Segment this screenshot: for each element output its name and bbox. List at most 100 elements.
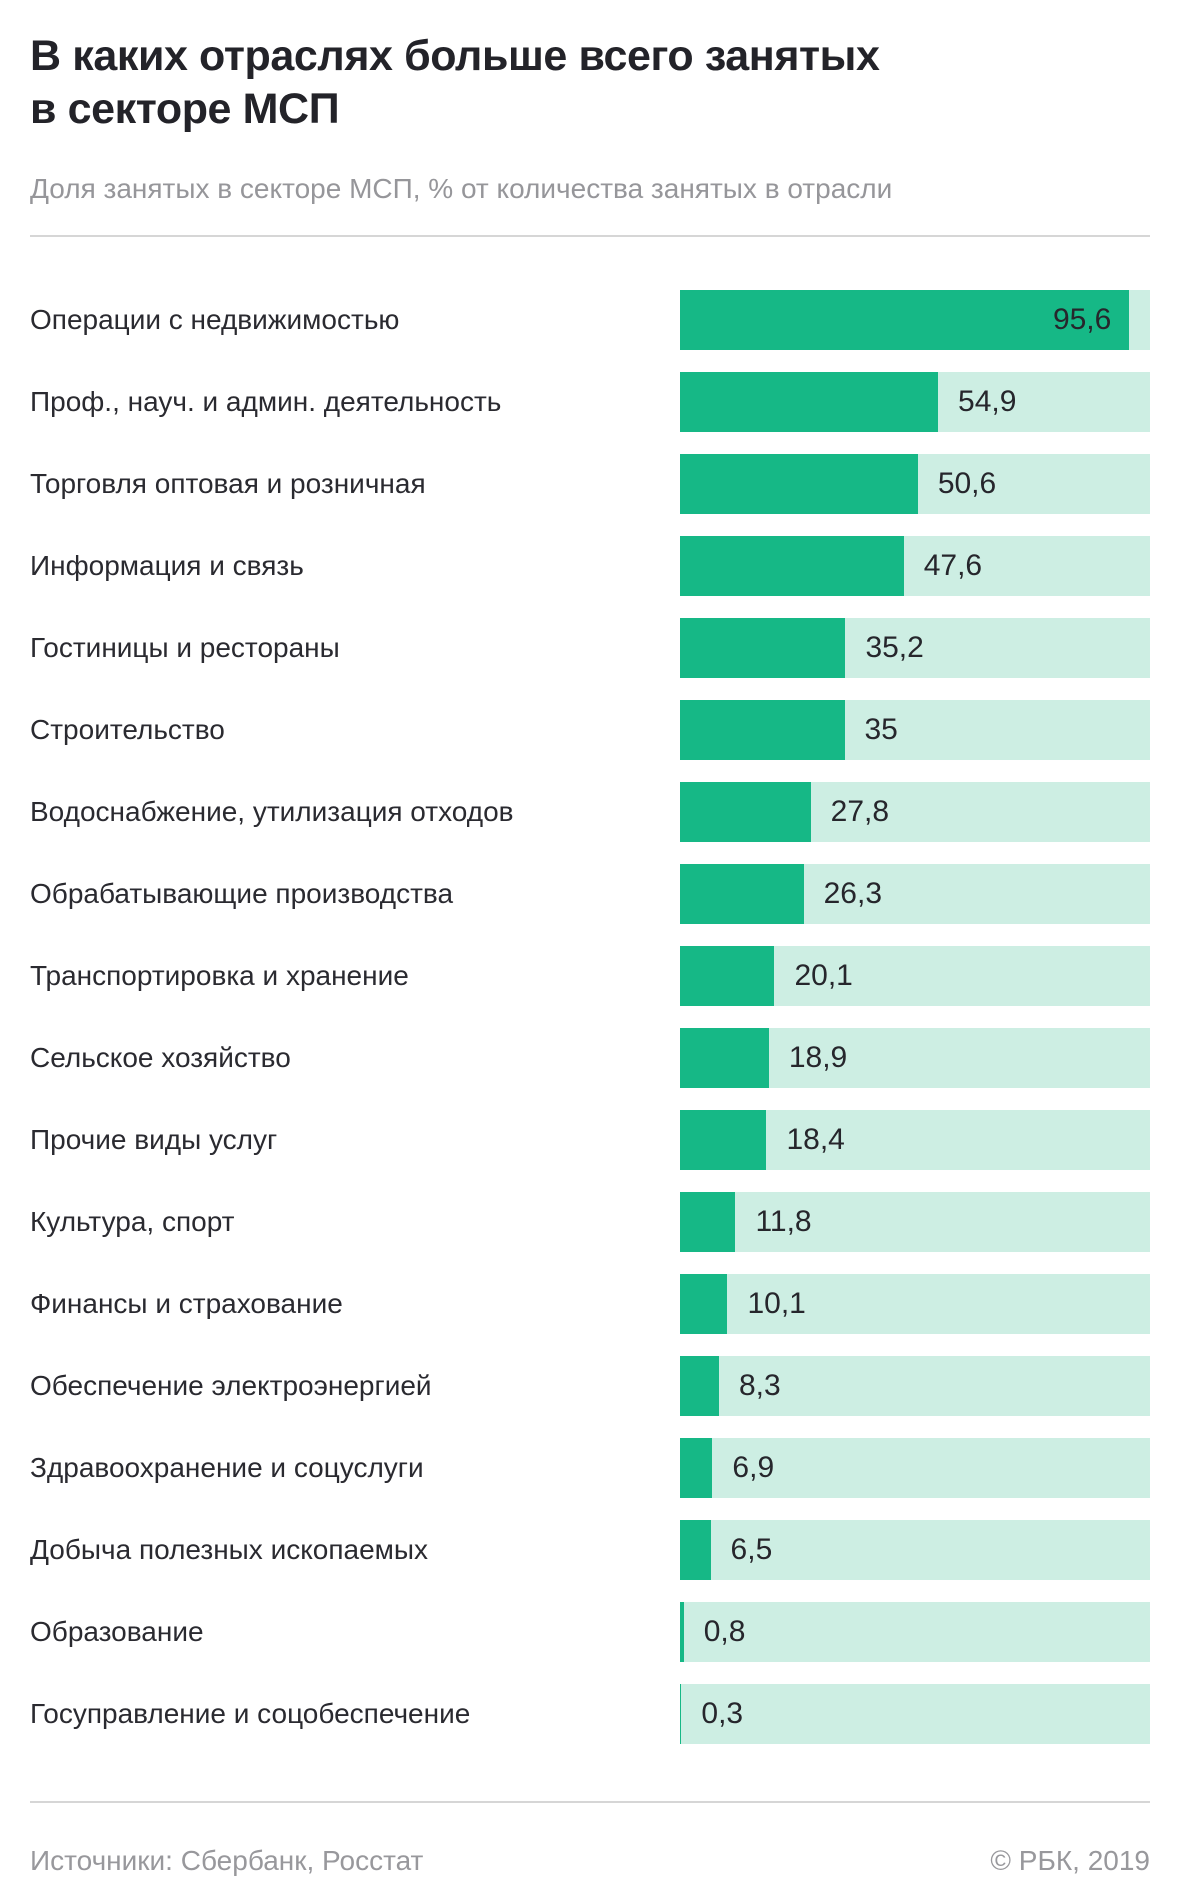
bar-value-label: 54,9 [958, 385, 1017, 419]
chart-row: Госуправление и соцобеспечение 0,3 [30, 1684, 1150, 1745]
bar-value-label: 50,6 [937, 467, 997, 501]
chart-row: Сельское хозяйство 18,9 [30, 1028, 1150, 1089]
bar-track: 27,8 [680, 782, 1150, 843]
bar-value-label: 35,2 [865, 631, 924, 665]
bar-track: 35 [680, 700, 1150, 761]
bar-fill [680, 536, 904, 597]
bar-track: 95,6 [680, 290, 1150, 351]
bar-value-label: 6,9 [732, 1451, 775, 1485]
bar-fill [680, 1028, 769, 1089]
bar-track: 18,4 [680, 1110, 1150, 1171]
chart-row: Культура, спорт 11,8 [30, 1192, 1150, 1253]
bar-track: 47,6 [680, 536, 1150, 597]
row-label: Транспортировка и хранение [30, 960, 409, 992]
chart-row: Обрабатывающие производства 26,3 [30, 864, 1150, 925]
page-title-line-2: в секторе МСП [30, 84, 340, 133]
bar-value-label: 18,9 [788, 1041, 848, 1075]
bar-fill [680, 1110, 767, 1171]
bar-fill [680, 454, 918, 515]
bar-track: 18,9 [680, 1028, 1150, 1089]
chart-row: Транспортировка и хранение 20,1 [30, 946, 1150, 1007]
bar-value-label: 47,6 [923, 549, 983, 583]
chart-row: Прочие виды услуг 18,4 [30, 1110, 1150, 1171]
footer: Источники: Сбербанк, Росстат © РБК, 2019 [30, 1845, 1150, 1877]
bar-fill [680, 1192, 736, 1253]
footer-sources: Источники: Сбербанк, Росстат [30, 1845, 424, 1877]
footer-divider [30, 1801, 1150, 1804]
row-label: Добыча полезных ископаемых [30, 1534, 429, 1566]
chart-row: Добыча полезных ископаемых 6,5 [30, 1520, 1150, 1581]
chart-row: Проф., науч. и админ. деятельность 54,9 [30, 372, 1150, 433]
chart-subtitle: Доля занятых в секторе МСП, % от количес… [30, 172, 893, 204]
bar-fill [680, 864, 804, 925]
bar-track: 6,9 [680, 1438, 1150, 1499]
bar-track: 50,6 [680, 454, 1150, 515]
row-label: Здравоохранение и соцуслуги [30, 1452, 424, 1484]
row-label: Образование [30, 1616, 204, 1648]
chart-row: Строительство 35 [30, 700, 1150, 761]
top-divider [30, 235, 1150, 238]
bar-fill [680, 1520, 711, 1581]
bar-fill [680, 1602, 684, 1663]
page-title: В каких отраслях больше всего занятых в с… [30, 0, 1150, 136]
bar-value-label: 95,6 [1052, 303, 1112, 337]
bar-fill [680, 618, 846, 679]
row-label: Госуправление и соцобеспечение [30, 1698, 471, 1730]
row-label: Финансы и страхование [30, 1288, 343, 1320]
row-label: Строительство [30, 714, 225, 746]
bar-track: 8,3 [680, 1356, 1150, 1417]
bar-track: 0,8 [680, 1602, 1150, 1663]
row-label: Сельское хозяйство [30, 1042, 291, 1074]
bar-value-label: 26,3 [823, 877, 882, 911]
chart-row: Операции с недвижимостью 95,6 [30, 290, 1150, 351]
bar-value-label: 0,3 [701, 1697, 744, 1731]
bar-fill [680, 782, 811, 843]
bar-track: 35,2 [680, 618, 1150, 679]
bar-track: 26,3 [680, 864, 1150, 925]
bar-chart: Операции с недвижимостью 95,6 Проф., нау… [30, 290, 1150, 1745]
chart-row: Информация и связь 47,6 [30, 536, 1150, 597]
bar-value-label: 6,5 [730, 1533, 773, 1567]
chart-row: Образование 0,8 [30, 1602, 1150, 1663]
bar-fill [680, 372, 939, 433]
row-label: Информация и связь [30, 550, 304, 582]
row-label: Торговля оптовая и розничная [30, 468, 426, 500]
bar-value-label: 20,1 [794, 959, 853, 993]
bar-fill [680, 700, 845, 761]
bar-value-label: 18,4 [786, 1123, 845, 1157]
bar-track: 0,3 [680, 1684, 1150, 1745]
row-label: Водоснабжение, утилизация отходов [30, 796, 514, 828]
bar-fill [680, 1356, 719, 1417]
row-label: Операции с недвижимостью [30, 304, 400, 336]
bar-track: 10,1 [680, 1274, 1150, 1335]
bar-value-label: 8,3 [739, 1369, 781, 1403]
bar-fill [680, 946, 775, 1007]
row-label: Прочие виды услуг [30, 1124, 278, 1156]
row-label: Гостиницы и рестораны [30, 632, 340, 664]
row-label: Проф., науч. и админ. деятельность [30, 386, 502, 418]
bar-fill [680, 290, 1130, 351]
chart-row: Торговля оптовая и розничная 50,6 [30, 454, 1150, 515]
chart-row: Гостиницы и рестораны 35,2 [30, 618, 1150, 679]
row-label: Культура, спорт [30, 1206, 235, 1238]
chart-row: Обеспечение электроэнергией 8,3 [30, 1356, 1150, 1417]
bar-value-label: 27,8 [830, 795, 890, 829]
footer-copyright: © РБК, 2019 [990, 1845, 1150, 1877]
chart-row: Здравоохранение и соцуслуги 6,9 [30, 1438, 1150, 1499]
chart-row: Финансы и страхование 10,1 [30, 1274, 1150, 1335]
page-title-line-1: В каких отраслях больше всего занятых [30, 32, 880, 80]
bar-value-label: 10,1 [747, 1287, 806, 1321]
bar-value-label: 35 [864, 713, 898, 747]
row-label: Обеспечение электроэнергией [30, 1370, 432, 1402]
bar-track: 11,8 [680, 1192, 1150, 1253]
bar-fill [680, 1274, 728, 1335]
row-label: Обрабатывающие производства [30, 878, 454, 910]
bar-value-label: 0,8 [703, 1615, 746, 1649]
bar-track: 6,5 [680, 1520, 1150, 1581]
bar-track: 54,9 [680, 372, 1150, 433]
bar-fill [680, 1438, 713, 1499]
bar-value-label: 11,8 [755, 1205, 812, 1239]
chart-row: Водоснабжение, утилизация отходов 27,8 [30, 782, 1150, 843]
bar-fill [680, 1684, 682, 1745]
